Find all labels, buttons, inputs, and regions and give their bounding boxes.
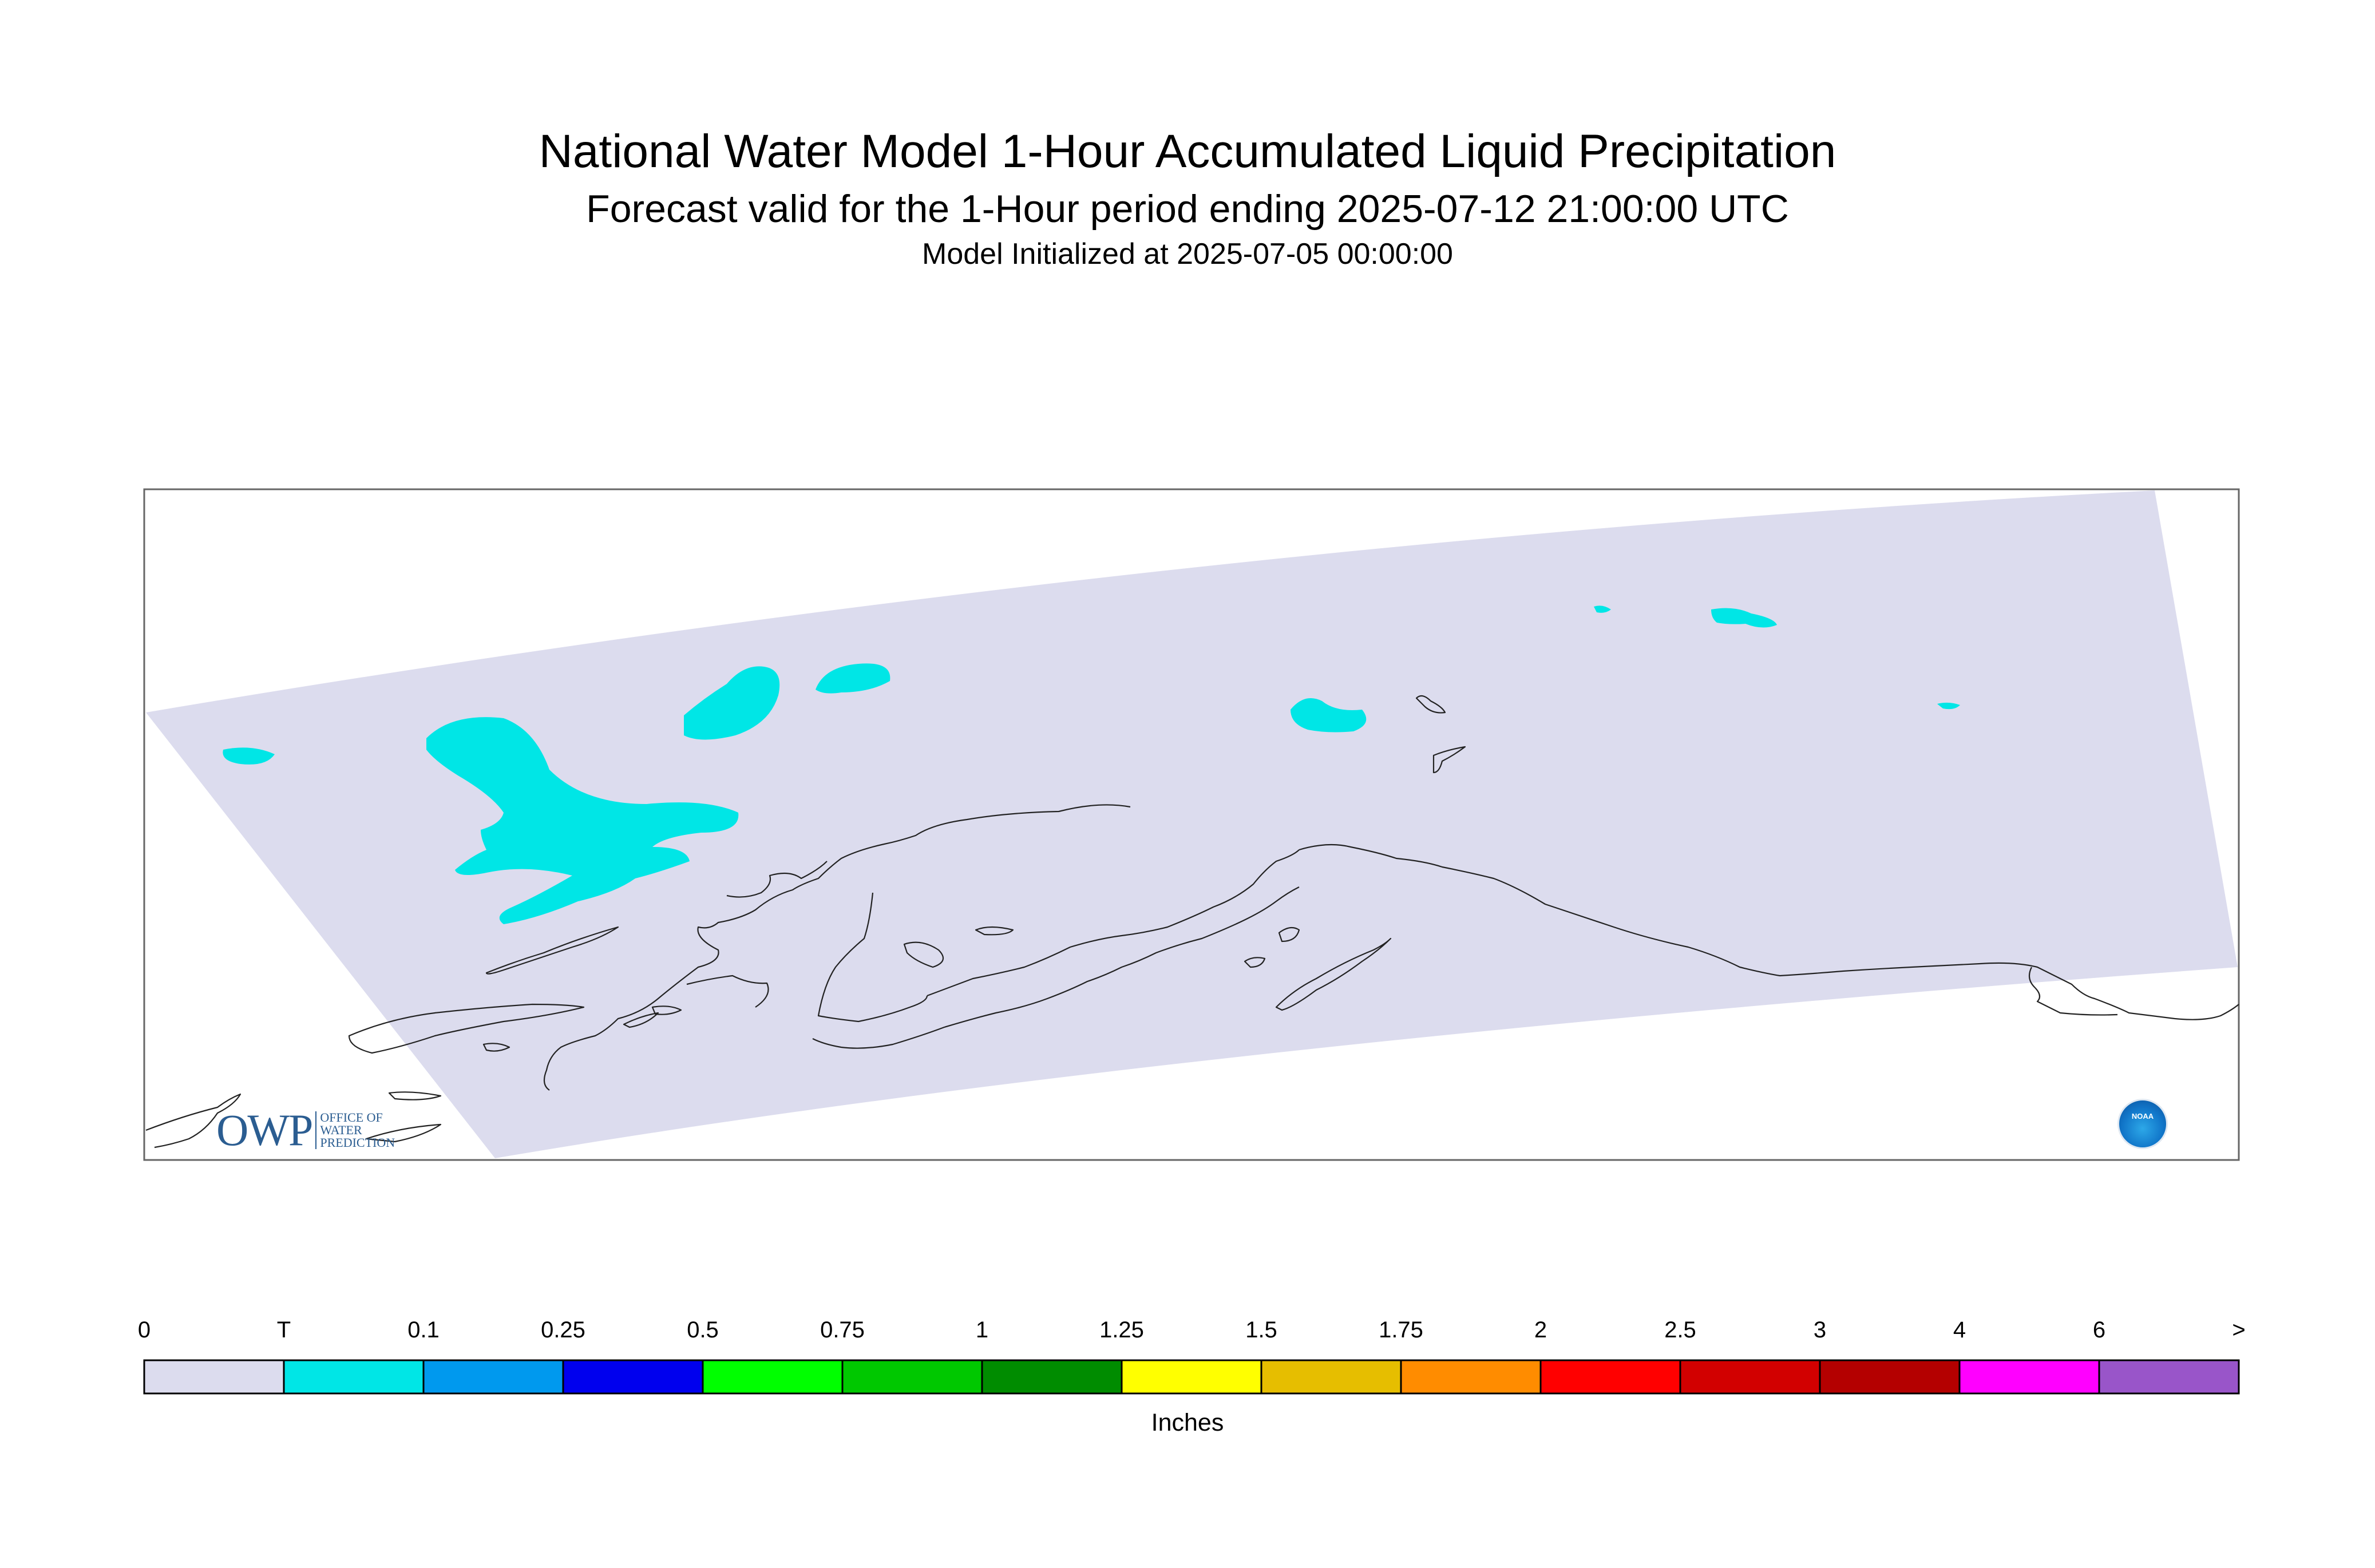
legend-swatch [1121, 1359, 1262, 1395]
precip-area [1594, 605, 1611, 613]
coastline-chukotka-3 [365, 1123, 442, 1143]
coastline-nunivak [903, 941, 944, 968]
legend-tick-label: 2.5 [1664, 1317, 1696, 1343]
coastline-aleutian-2 [348, 1003, 585, 1054]
legend-tick-label: 6 [2092, 1317, 2106, 1343]
coastline-island-n2 [1432, 746, 1466, 774]
coastline-sound [726, 861, 828, 898]
legend-swatch [841, 1359, 983, 1395]
legend-tick-label: 0.25 [541, 1317, 585, 1343]
legend-swatch [2098, 1359, 2240, 1395]
legend-tick-label: 3 [1813, 1317, 1827, 1343]
coastline-peninsula-south [812, 886, 1300, 1049]
coastline-mainland-west [543, 804, 1131, 1091]
coastline-aleutian-3 [482, 1043, 510, 1052]
map-subtitle: Forecast valid for the 1-Hour period end… [586, 187, 1789, 231]
coastline-aleutian-5 [623, 1012, 659, 1028]
legend-swatch [422, 1359, 564, 1395]
precip-area [816, 663, 890, 694]
coastline-bristol [686, 975, 769, 1008]
legend-tick-label: 4 [1953, 1317, 1966, 1343]
legend-tick-label: 0 [137, 1317, 151, 1343]
owp-logo-text: OFFICE OF WATER PREDICTION [315, 1111, 395, 1149]
legend-tick-label: T [276, 1317, 291, 1343]
coastline-aleutian-4 [651, 1005, 682, 1015]
coastline-kuskokwim [817, 892, 928, 1023]
coastline-kodiak [1275, 937, 1392, 1011]
legend-tick-label: 0.5 [687, 1317, 719, 1343]
coastline-chukotka [145, 1093, 242, 1149]
legend-swatch [1679, 1359, 1821, 1395]
map-title: National Water Model 1-Hour Accumulated … [539, 125, 1836, 177]
legend-tick-label: 0.1 [407, 1317, 440, 1343]
precip-area [1937, 702, 1960, 710]
coastline-stlawrence [975, 926, 1014, 936]
coastline-gulf [1299, 844, 2239, 1020]
legend-swatch [143, 1359, 285, 1395]
coastline-southeast [2028, 967, 2118, 1016]
legend-swatch [1819, 1359, 1961, 1395]
coastline-island [1278, 926, 1300, 943]
model-domain [146, 490, 2238, 1158]
legend-swatch [562, 1359, 704, 1395]
legend-swatch [1539, 1359, 1681, 1395]
owp-logo-line: WATER [320, 1123, 362, 1137]
precip-area [1291, 698, 1367, 732]
coastline-peninsula [927, 849, 1300, 997]
legend-swatch [1958, 1359, 2100, 1395]
coastlines [145, 695, 2239, 1149]
owp-logo-line: OFFICE OF [320, 1110, 383, 1124]
legend-tick-label: > [2232, 1317, 2246, 1343]
legend-tick-label: 1.25 [1099, 1317, 1144, 1343]
legend-tick-label: 0.75 [820, 1317, 865, 1343]
owp-logo: OWP OFFICE OF WATER PREDICTION [216, 1104, 395, 1156]
legend-tick-label: 1.75 [1379, 1317, 1423, 1343]
legend-swatch [702, 1359, 844, 1395]
legend-swatch [1260, 1359, 1402, 1395]
legend-tick-label: 2 [1534, 1317, 1547, 1343]
coastline-aleutian-1 [485, 926, 619, 975]
coastline-island [1244, 957, 1266, 968]
noaa-logo-text: NOAA [2131, 1112, 2154, 1120]
legend-tick-label: 1 [975, 1317, 989, 1343]
legend-units: Inches [1151, 1409, 1224, 1436]
model-init-line: Model Initialized at 2025-07-05 00:00:00 [922, 237, 1453, 271]
owp-logo-mark: OWP [216, 1105, 313, 1155]
legend-swatch [283, 1359, 425, 1395]
legend-swatch [1400, 1359, 1542, 1395]
owp-logo-line: PREDICTION [320, 1135, 395, 1150]
legend-swatch [981, 1359, 1123, 1395]
precip-area [426, 717, 739, 924]
coastline-island-n1 [1415, 695, 1446, 714]
precip-areas [223, 605, 1960, 924]
coastline-chukotka-2 [388, 1091, 442, 1100]
precip-area [684, 666, 780, 740]
precip-area [1711, 608, 1777, 628]
precip-area [223, 747, 275, 765]
legend-tick-label: 1.5 [1245, 1317, 1277, 1343]
noaa-logo: NOAA [2117, 1099, 2168, 1149]
